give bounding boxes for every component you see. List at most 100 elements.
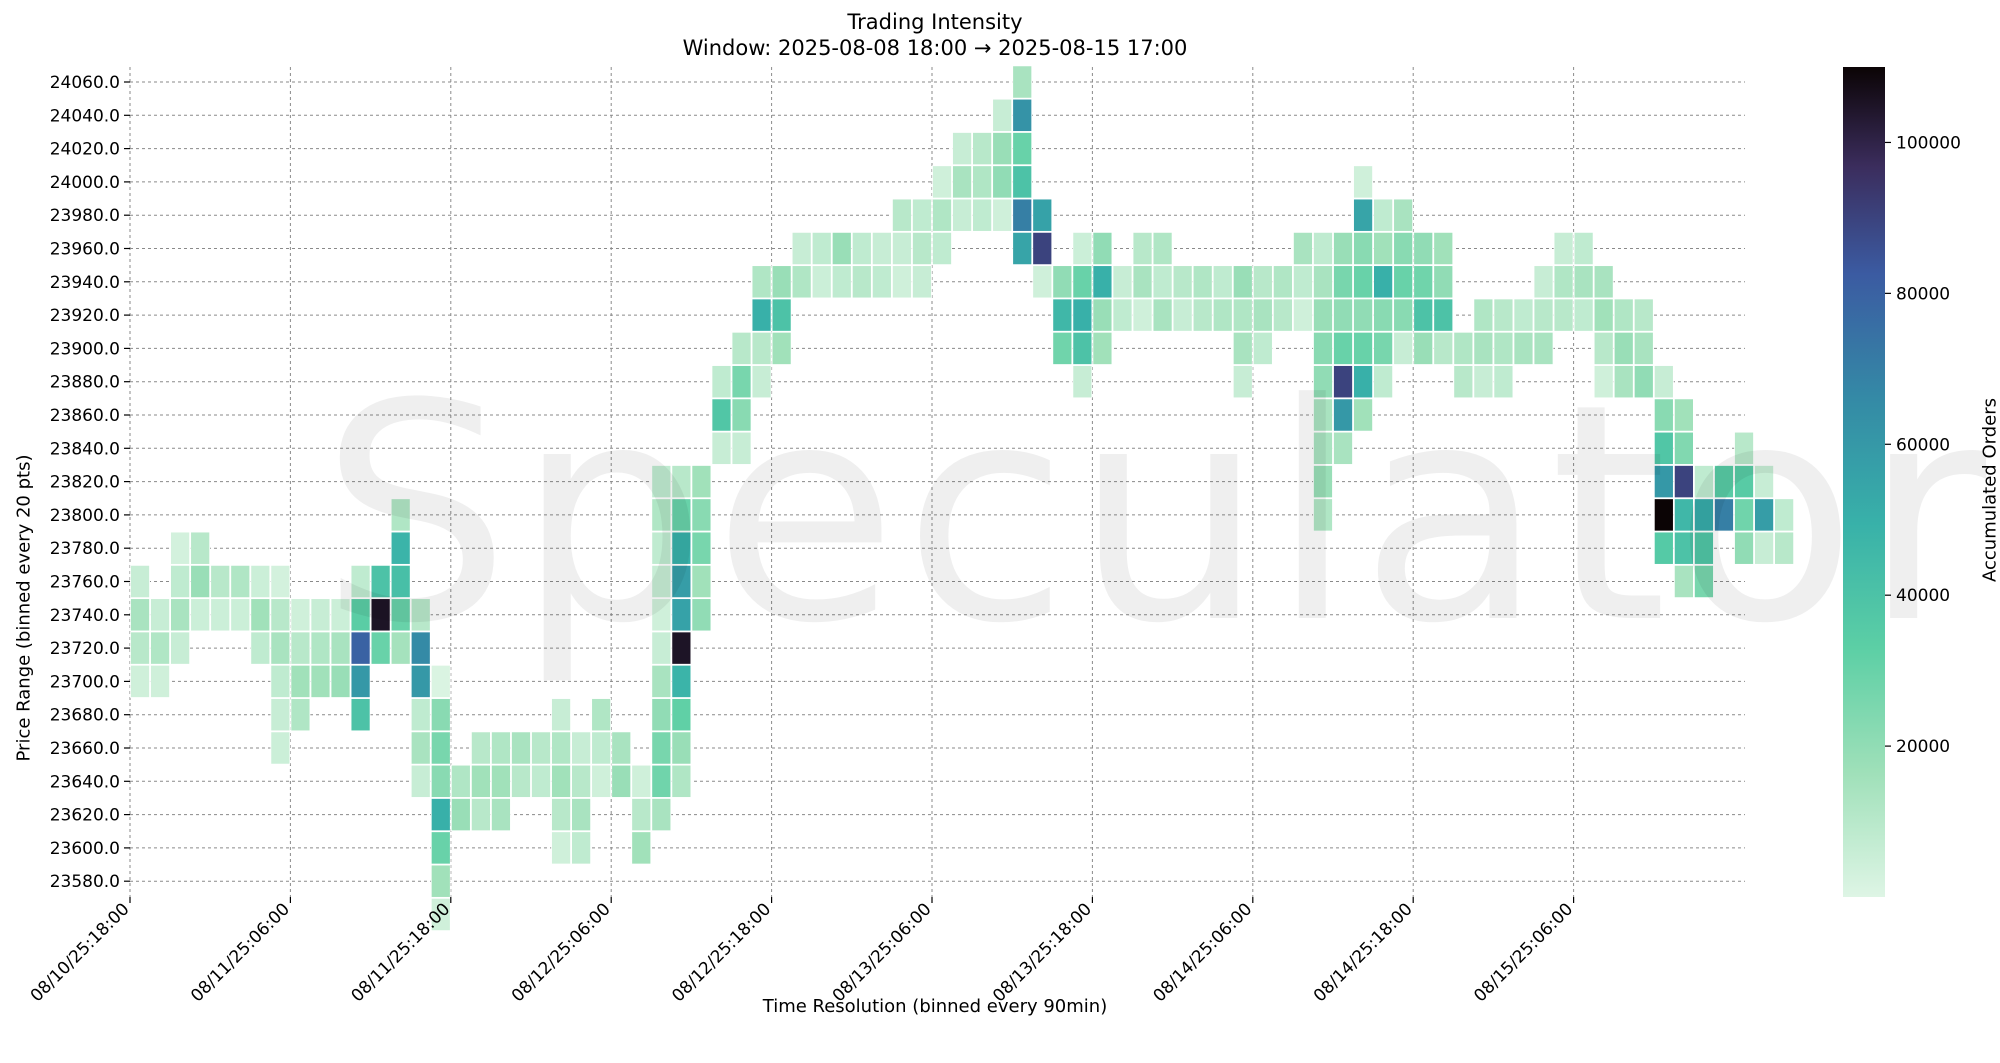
- heatmap-cell: [1353, 331, 1374, 365]
- heatmap-cell: [1714, 465, 1734, 499]
- heatmap-cell: [651, 631, 672, 665]
- y-tick-label: 23820.0: [50, 473, 120, 493]
- heatmap-cell: [1252, 298, 1273, 332]
- heatmap-cell: [691, 564, 712, 599]
- heatmap-cell: [972, 198, 993, 232]
- x-tick-label: 08/13/25:06:00: [829, 899, 936, 1006]
- heatmap-cell: [250, 598, 271, 632]
- heatmap-cell: [170, 531, 191, 565]
- heatmap-cell: [1333, 398, 1353, 432]
- heatmap-cell: [1373, 331, 1394, 365]
- x-tick-label: 08/12/25:18:00: [668, 899, 775, 1006]
- heatmap-cell: [1333, 231, 1353, 266]
- heatmap-cell: [210, 564, 231, 599]
- heatmap-cell: [1673, 531, 1694, 565]
- heatmap-cell: [310, 664, 331, 698]
- heatmap-cell: [791, 265, 812, 299]
- heatmap-cell: [671, 631, 692, 665]
- heatmap-cell: [170, 631, 191, 665]
- heatmap-cell: [1633, 298, 1654, 332]
- heatmap-cell: [1413, 265, 1434, 299]
- heatmap-cell: [1072, 231, 1093, 266]
- heatmap-cell: [591, 731, 612, 765]
- y-tick-label: 23680.0: [50, 706, 120, 726]
- axes: 24060.0 24040.0 24020.0 24000.0 23980.0 23960…: [27, 73, 1577, 1006]
- heatmap-cell: [671, 664, 692, 698]
- heatmap-cell: [551, 798, 571, 832]
- heatmap-cell: [190, 531, 211, 565]
- heatmap-cell: [250, 631, 271, 665]
- heatmap-cell: [330, 664, 351, 698]
- heatmap-cell: [871, 265, 892, 299]
- heatmap-cell: [511, 764, 531, 798]
- heatmap-cell: [1734, 431, 1754, 465]
- heatmap-cell: [731, 365, 752, 399]
- heatmap-cell: [952, 165, 972, 199]
- heatmap-cell: [1473, 365, 1494, 399]
- colorbar-label: Accumulated Orders: [1979, 398, 2000, 582]
- heatmap-cell: [711, 398, 732, 432]
- heatmap-cell: [1413, 331, 1434, 365]
- colorbar-tick-label: 80000: [1896, 284, 1950, 304]
- heatmap-cell: [1092, 298, 1113, 332]
- heatmap-cell: [1192, 298, 1213, 332]
- heatmap-cell: [651, 731, 672, 765]
- heatmap-cell: [651, 698, 672, 732]
- heatmap-cell: [892, 198, 912, 232]
- heatmap-cell: [350, 598, 371, 632]
- heatmap-cell: [631, 798, 652, 832]
- heatmap-cell: [210, 598, 231, 632]
- heatmap-cell: [1734, 498, 1754, 532]
- heatmap-cell: [1734, 531, 1754, 565]
- heatmap-cell: [1573, 265, 1594, 299]
- heatmap-cell: [1553, 231, 1574, 266]
- heatmap-cell: [1092, 331, 1113, 365]
- colorbar-tick-label: 60000: [1896, 435, 1950, 455]
- heatmap-cell: [651, 598, 672, 632]
- chart-subtitle: Window: 2025-08-08 18:00 → 2025-08-15 17…: [682, 36, 1188, 60]
- heatmap-cell: [390, 631, 411, 665]
- heatmap-cell: [691, 498, 712, 532]
- heatmap-cell: [1754, 465, 1775, 499]
- heatmap-cell: [410, 664, 431, 698]
- heatmap-cell: [390, 564, 411, 599]
- heatmap-cell: [892, 265, 912, 299]
- heatmap-cell: [531, 731, 551, 765]
- heatmap-cell: [751, 365, 772, 399]
- y-tick-label: 23700.0: [50, 672, 120, 692]
- heatmap-cell: [731, 431, 752, 465]
- heatmap-cell: [912, 198, 932, 232]
- heatmap-cell: [150, 631, 171, 665]
- heatmap-cell: [1714, 498, 1734, 532]
- heatmap-cell: [1272, 298, 1293, 332]
- heatmap-cell: [450, 764, 471, 798]
- heatmap-cell: [1393, 198, 1414, 232]
- heatmap-cell: [691, 598, 712, 632]
- y-axis-label: Price Range (binned every 20 pts): [13, 454, 35, 762]
- heatmap-cell: [1353, 398, 1374, 432]
- heatmap-cell: [531, 764, 551, 798]
- heatmap-cell: [1313, 331, 1333, 365]
- heatmap-cell: [1052, 265, 1073, 299]
- heatmap-cell: [410, 631, 431, 665]
- heatmap-cell: [290, 664, 311, 698]
- heatmap-cell: [651, 465, 672, 499]
- y-tick-label: 23600.0: [50, 839, 120, 859]
- heatmap-cell: [350, 631, 371, 665]
- heatmap-cell: [651, 798, 672, 832]
- heatmap-cell: [1553, 298, 1574, 332]
- heatmap-cell: [811, 231, 832, 266]
- y-tick-label: 23860.0: [50, 406, 120, 426]
- heatmap-cell: [1012, 198, 1033, 232]
- heatmap-cell: [1373, 365, 1394, 399]
- heatmap-cell: [1032, 198, 1053, 232]
- heatmap-cell: [1232, 365, 1253, 399]
- x-tick-label: 08/12/25:06:00: [508, 899, 615, 1006]
- heatmap-cell: [310, 598, 331, 632]
- heatmap-cell: [1593, 331, 1614, 365]
- heatmap-cell: [611, 731, 632, 765]
- heatmap-cell: [330, 598, 351, 632]
- chart-title: Trading Intensity: [847, 10, 1023, 34]
- heatmap-cell: [1633, 331, 1654, 365]
